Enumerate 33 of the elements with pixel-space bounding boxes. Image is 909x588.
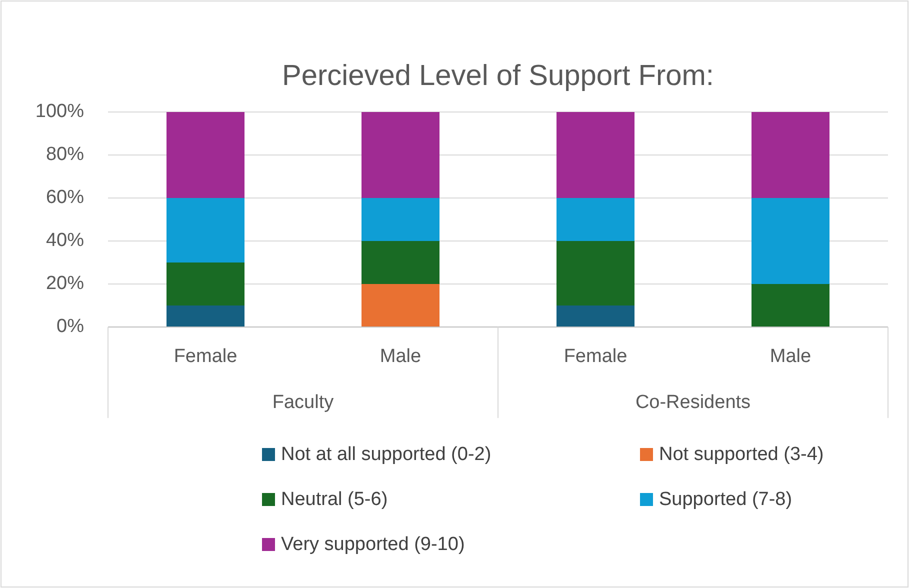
bar — [166, 198, 244, 262]
bar — [166, 306, 244, 327]
legend-label: Supported (7-8) — [659, 489, 792, 510]
bar — [752, 198, 830, 284]
bar — [556, 306, 634, 327]
x-tick-label: Male — [380, 346, 422, 368]
legend-label: Neutral (5-6) — [281, 489, 388, 510]
bar — [166, 262, 244, 306]
bar — [362, 241, 440, 284]
bar — [556, 241, 634, 306]
y-tick-label: 80% — [46, 144, 84, 166]
y-tick-label: 0% — [56, 316, 84, 338]
chart-title: Percieved Level of Support From: — [282, 60, 714, 92]
legend-label: Not supported (3-4) — [659, 444, 824, 466]
legend-label: Very supported (9-10) — [281, 534, 465, 556]
bar — [166, 112, 244, 198]
y-tick-label: 20% — [46, 273, 84, 294]
text: Co-Residents — [635, 392, 751, 414]
x-tick-label: Female — [564, 346, 628, 368]
x-tick-label: Male — [770, 346, 812, 368]
y-tick-label: 60% — [46, 187, 84, 208]
bar — [556, 198, 634, 241]
bar — [556, 112, 634, 198]
bar — [362, 284, 440, 327]
bar — [362, 112, 440, 198]
y-tick-label: 40% — [46, 230, 84, 252]
x-tick-label: Female — [174, 346, 238, 368]
text: Faculty — [272, 392, 334, 414]
legend-label: Not at all supported (0-2) — [281, 444, 492, 466]
bar — [752, 112, 830, 198]
bar — [362, 198, 440, 241]
bar — [752, 284, 830, 327]
y-tick-label: 100% — [35, 101, 84, 122]
